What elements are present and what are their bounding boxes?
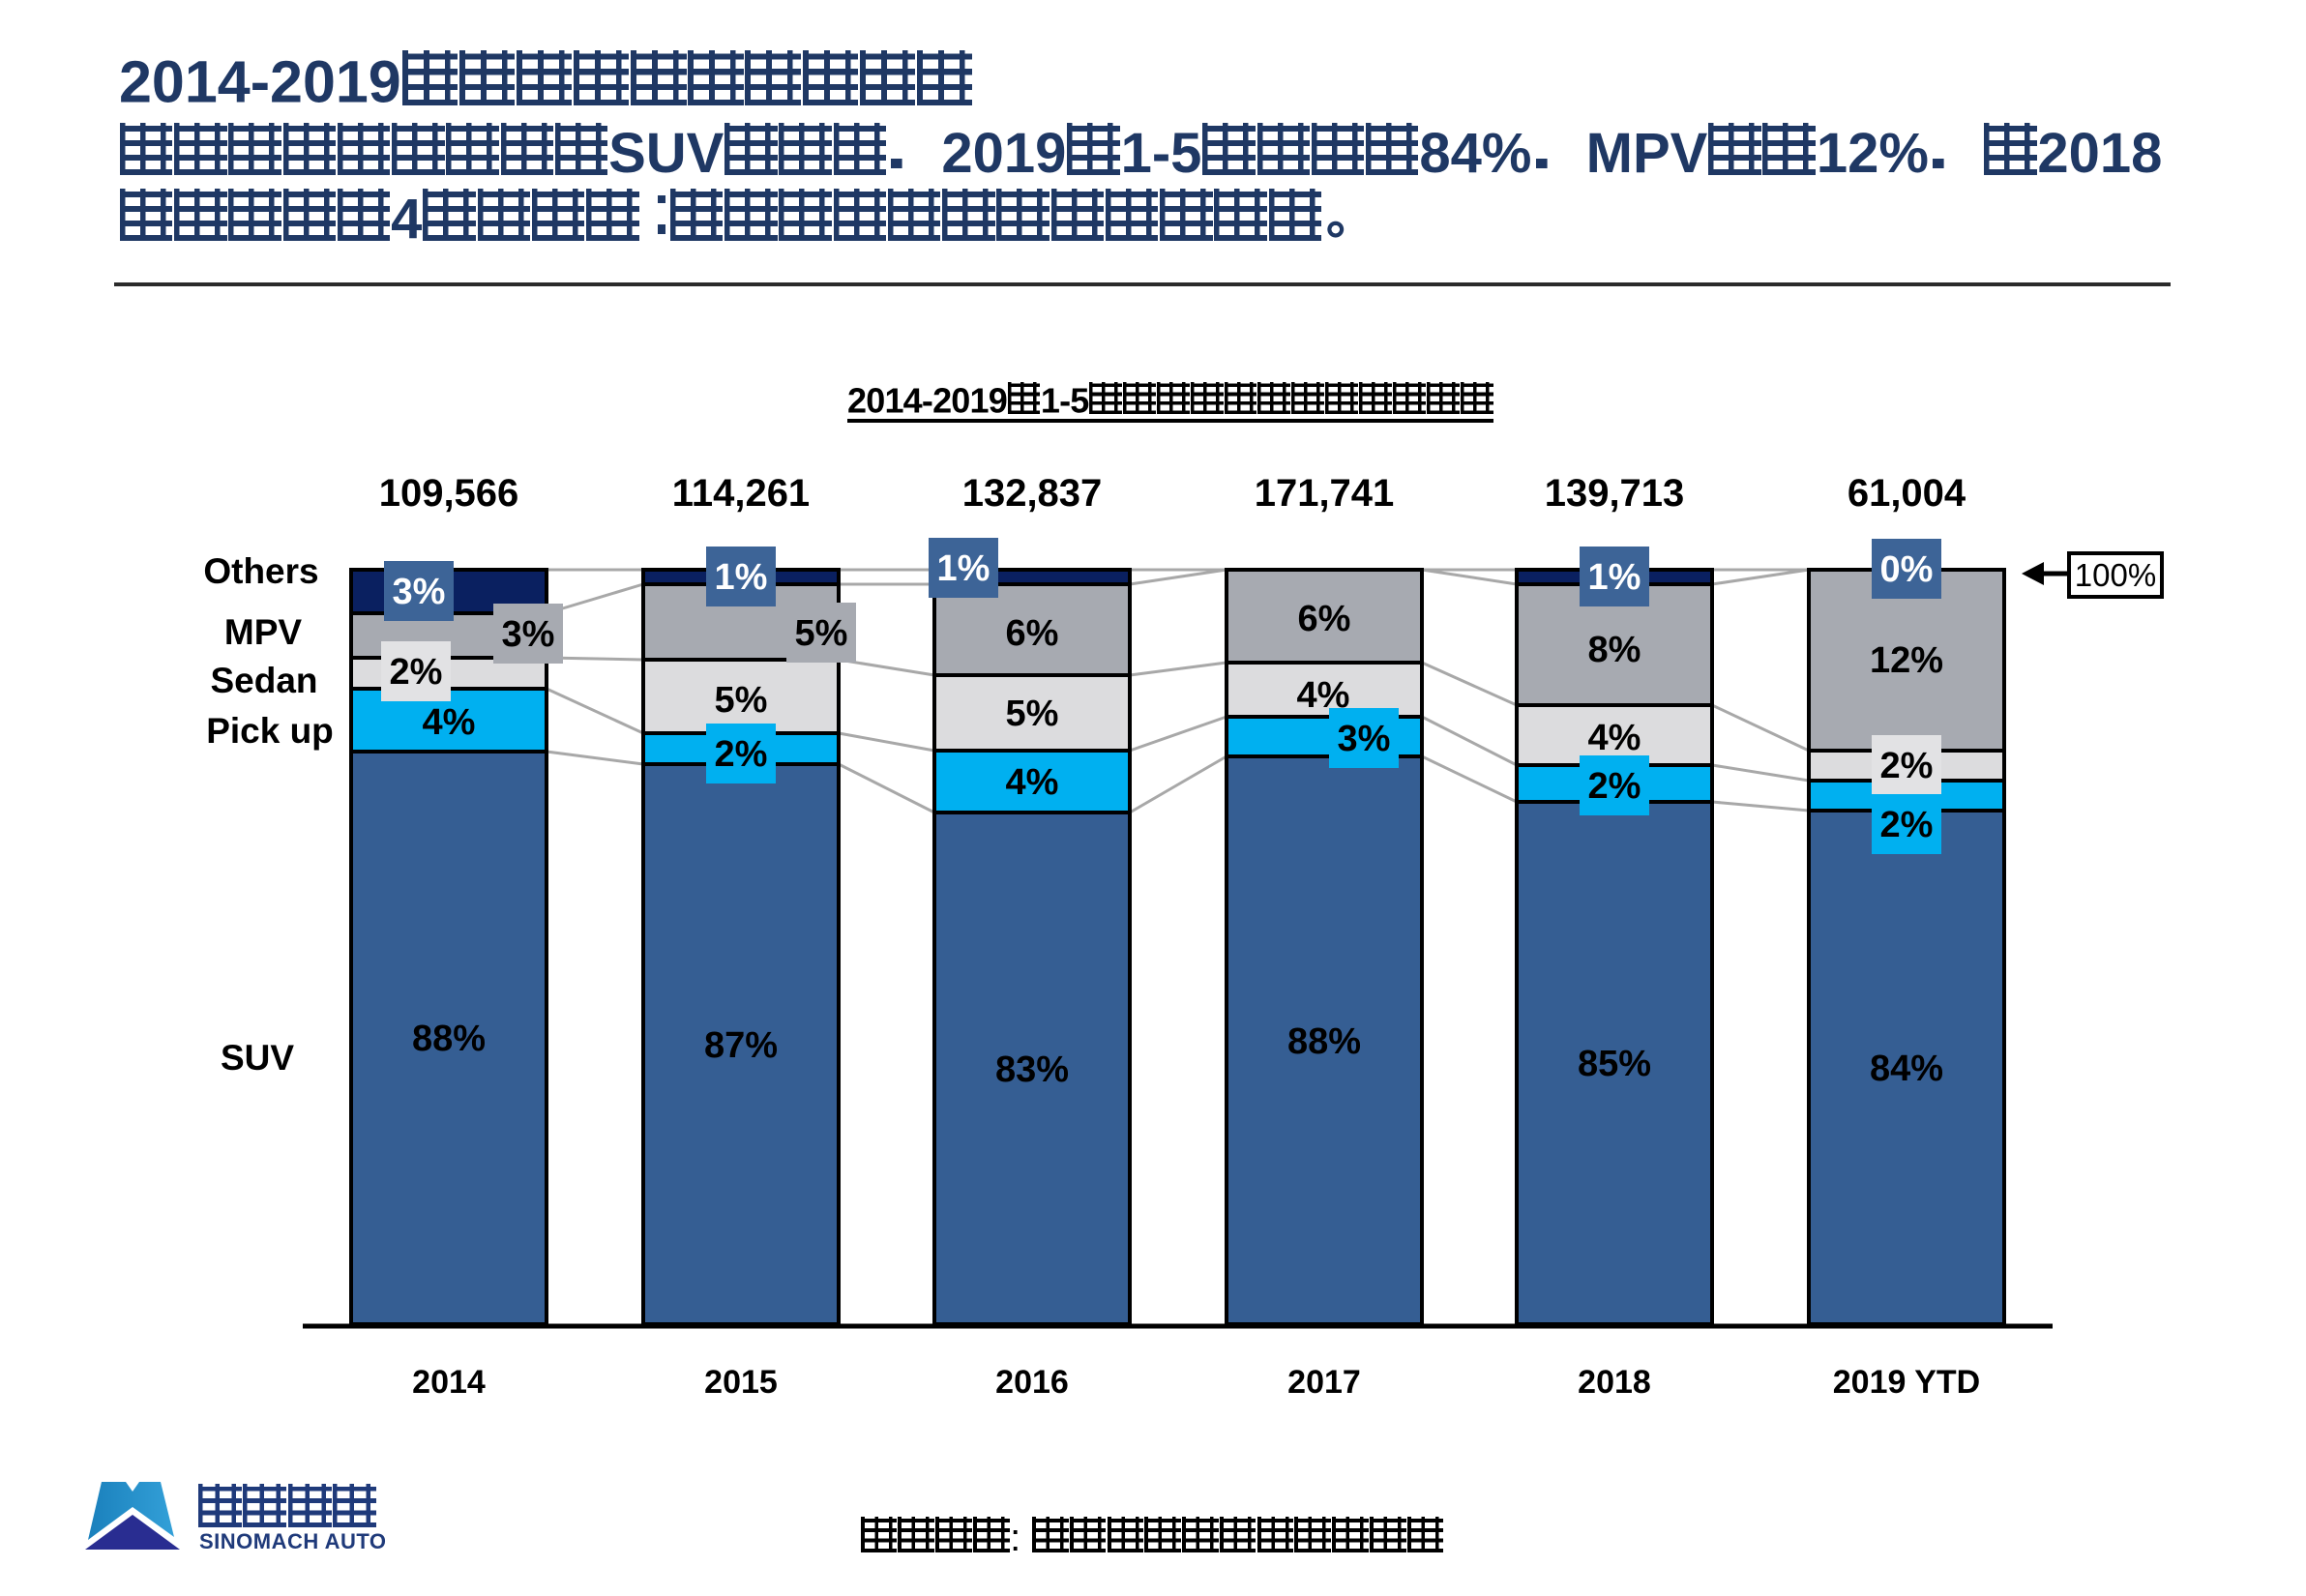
svg-text:1%: 1% [937,548,990,589]
svg-text:171,741: 171,741 [1255,472,1395,515]
svg-text:2%: 2% [1880,746,1934,786]
svg-text:5%: 5% [1006,694,1059,734]
svg-text:85%: 85% [1578,1044,1651,1084]
svg-text:2014: 2014 [412,1364,486,1401]
svg-text:12%: 12% [1870,640,1943,681]
svg-text:1%: 1% [1588,557,1641,598]
svg-text:4%: 4% [423,702,476,743]
svg-text:2016: 2016 [995,1364,1069,1401]
svg-text:4%: 4% [1588,718,1641,758]
svg-text:2%: 2% [715,734,768,775]
svg-text:88%: 88% [1287,1021,1361,1062]
svg-text:3%: 3% [1338,719,1391,759]
svg-text:5%: 5% [795,613,848,654]
svg-text:5%: 5% [715,680,768,721]
svg-text:109,566: 109,566 [379,472,519,515]
svg-text:132,837: 132,837 [962,472,1103,515]
svg-text:Others: Others [203,551,318,591]
svg-text:84%: 84% [1870,1049,1943,1089]
svg-text:139,713: 139,713 [1545,472,1685,515]
svg-text:83%: 83% [995,1049,1069,1090]
svg-text:3%: 3% [393,572,446,612]
svg-text:2%: 2% [390,652,443,693]
svg-text:4%: 4% [1006,762,1059,803]
svg-text:2019 YTD: 2019 YTD [1833,1364,1980,1401]
svg-text:100%: 100% [2075,557,2156,593]
svg-text:0%: 0% [1880,549,1934,590]
svg-text:6%: 6% [1006,613,1059,654]
svg-text:6%: 6% [1298,599,1351,639]
svg-text:1%: 1% [715,557,768,598]
svg-text:4%: 4% [1297,675,1350,716]
svg-text:2%: 2% [1588,766,1641,807]
svg-text:114,261: 114,261 [672,472,810,515]
svg-text:8%: 8% [1588,630,1641,670]
svg-text:61,004: 61,004 [1848,472,1966,515]
svg-text:3%: 3% [502,614,555,655]
svg-text:2018: 2018 [1578,1364,1651,1401]
svg-text:SUV: SUV [221,1038,294,1078]
svg-text:MPV: MPV [224,612,303,652]
svg-text:87%: 87% [704,1025,778,1066]
svg-text:Pick up: Pick up [206,711,334,751]
svg-text:2%: 2% [1880,805,1934,845]
svg-text:2017: 2017 [1287,1364,1361,1401]
svg-text:88%: 88% [412,1019,486,1059]
svg-text:2015: 2015 [704,1364,778,1401]
svg-text:Sedan: Sedan [210,661,317,700]
